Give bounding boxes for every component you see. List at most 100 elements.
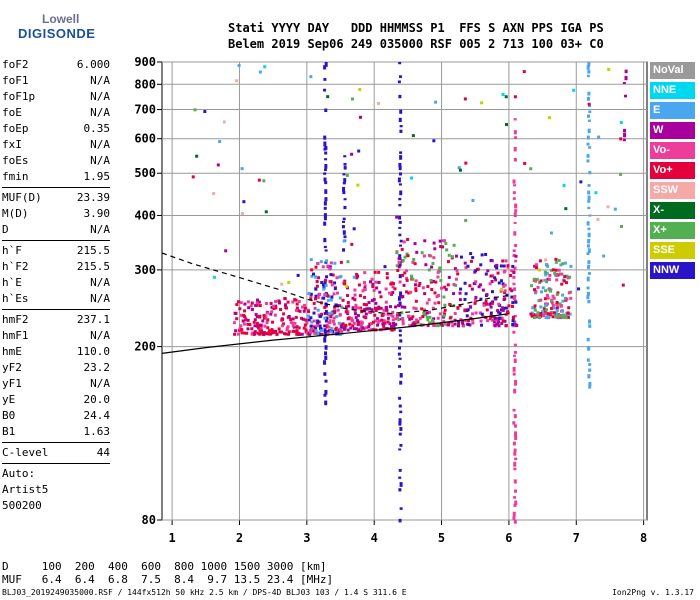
echo-mark (315, 324, 319, 328)
echo-mark (247, 306, 251, 310)
echo-mark (555, 300, 559, 304)
echo-mark (513, 489, 517, 493)
echo-mark (343, 235, 347, 239)
echo-mark (432, 256, 436, 260)
echo-mark (588, 368, 592, 372)
echo-mark (397, 346, 401, 350)
echo-mark (395, 251, 399, 255)
echo-mark (367, 324, 371, 328)
echo-mark (514, 203, 518, 209)
echo-mark (398, 280, 402, 284)
echo-mark (369, 328, 373, 332)
param-value: N/A (90, 223, 110, 236)
echo-mark (586, 74, 590, 78)
echo-mark (285, 328, 289, 332)
echo-mark (444, 287, 448, 291)
echo-mark (587, 183, 591, 187)
echo-mark (503, 269, 507, 273)
echo-mark (427, 268, 431, 272)
echo-mark (320, 332, 324, 336)
distance-row: D 100 200 400 600 800 1000 1500 3000 [km… (2, 560, 327, 573)
echo-mark (238, 327, 242, 331)
echo-mark (309, 324, 313, 328)
echo-mark (321, 265, 325, 269)
echo-mark (557, 258, 561, 262)
echo-mark (277, 327, 281, 331)
echo-mark (565, 297, 569, 301)
echo-mark (363, 271, 367, 275)
echo-mark (587, 104, 591, 108)
echo-mark (370, 308, 374, 312)
echo-mark (555, 306, 559, 310)
echo-mark (557, 268, 561, 272)
echo-mark (232, 321, 236, 325)
autoscale-label: Artist5 (2, 483, 49, 496)
echo-mark (561, 313, 565, 317)
echo-mark (494, 278, 498, 282)
echo-mark (374, 309, 378, 313)
echo-mark (363, 295, 367, 299)
echo-mark (624, 75, 628, 81)
y-tick-label: 300 (134, 263, 156, 277)
echo-mark (452, 243, 456, 247)
echo-mark (545, 280, 549, 284)
echo-mark (329, 330, 333, 334)
param-name: B0 (2, 409, 16, 422)
echo-mark (294, 308, 298, 312)
echo-mark (212, 192, 216, 196)
echo-mark (542, 314, 546, 318)
echo-mark (270, 331, 274, 335)
echo-mark (555, 309, 559, 313)
echo-mark (323, 372, 327, 376)
echo-mark (446, 283, 450, 287)
echo-mark (423, 292, 427, 296)
echo-mark (391, 328, 395, 332)
echo-mark (398, 518, 402, 523)
echo-mark (323, 245, 327, 249)
param-value: 215.5 (76, 260, 110, 273)
echo-mark (358, 294, 362, 298)
echo-mark (474, 311, 478, 315)
echo-mark (309, 297, 313, 301)
echo-mark (298, 309, 302, 313)
echo-mark (323, 177, 327, 182)
echo-mark (448, 302, 452, 306)
echo-mark (495, 266, 499, 270)
echo-mark (453, 311, 457, 315)
echo-mark (399, 155, 403, 160)
legend-e: E (650, 102, 695, 119)
echo-mark (252, 320, 256, 324)
echo-mark (441, 323, 445, 327)
echo-mark (356, 183, 360, 187)
echo-mark (297, 332, 301, 336)
echo-mark (505, 293, 509, 297)
echo-mark (514, 379, 518, 385)
echo-mark (328, 266, 332, 270)
echo-mark (602, 254, 606, 258)
echo-mark (547, 315, 551, 319)
echo-mark (337, 321, 341, 325)
echo-mark (324, 163, 328, 169)
echo-mark (586, 135, 590, 140)
echo-mark (323, 324, 327, 328)
echo-mark (441, 245, 445, 249)
echo-mark (512, 271, 516, 275)
echo-mark (471, 256, 475, 260)
echo-mark (543, 307, 547, 311)
echo-mark (512, 275, 516, 279)
echo-mark (372, 328, 376, 332)
echo-mark (342, 230, 346, 235)
echo-mark (563, 261, 567, 265)
echo-mark (550, 301, 554, 305)
echo-mark (497, 281, 501, 285)
echo-mark (354, 316, 358, 320)
echo-mark (332, 311, 336, 315)
echo-mark (377, 280, 381, 284)
param-name: h`Es (2, 292, 29, 305)
echo-mark (342, 220, 346, 223)
echo-mark (203, 110, 207, 114)
echo-mark (471, 312, 475, 316)
echo-mark (551, 315, 555, 319)
echo-mark (512, 179, 516, 184)
echo-mark (535, 277, 539, 281)
